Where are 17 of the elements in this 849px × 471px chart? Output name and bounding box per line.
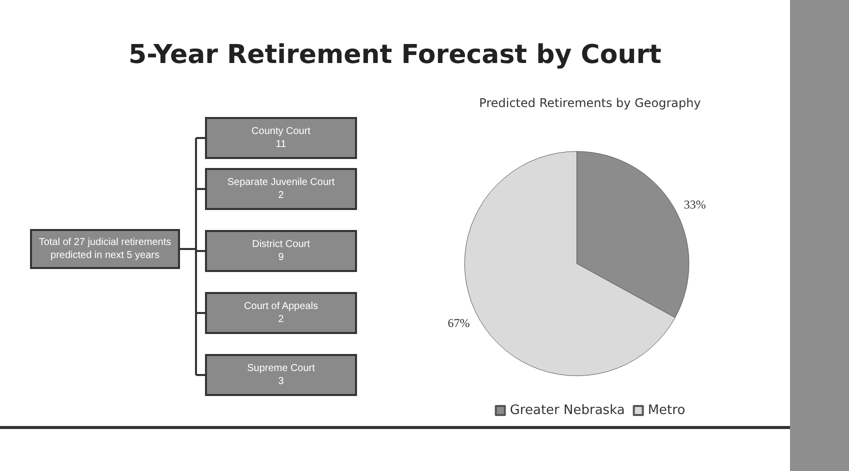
data-label: 3 <box>277 375 285 388</box>
legend-label: Metro <box>648 403 686 418</box>
data-label: 2 <box>277 313 285 326</box>
category-label: County Court <box>250 125 312 138</box>
legend-label: Greater Nebraska <box>510 403 625 418</box>
text: 5-Year Retirement Forecast by Court <box>128 40 662 70</box>
data-label: 33% <box>684 197 706 212</box>
data-label: 9 <box>277 251 285 264</box>
category-label: Court of Appeals <box>243 300 319 313</box>
data-label: 11 <box>274 138 288 151</box>
category-label: District Court <box>251 238 311 251</box>
category-label: Supreme Court <box>246 362 316 375</box>
category-label: Separate Juvenile Court <box>226 176 336 189</box>
data-label: 67% <box>448 316 470 330</box>
data-label: 2 <box>277 189 285 202</box>
text: Total of 27 judicial retirements predicted in next 5 years <box>30 229 180 269</box>
chart-title: Predicted Retirements by Geography <box>479 96 701 110</box>
